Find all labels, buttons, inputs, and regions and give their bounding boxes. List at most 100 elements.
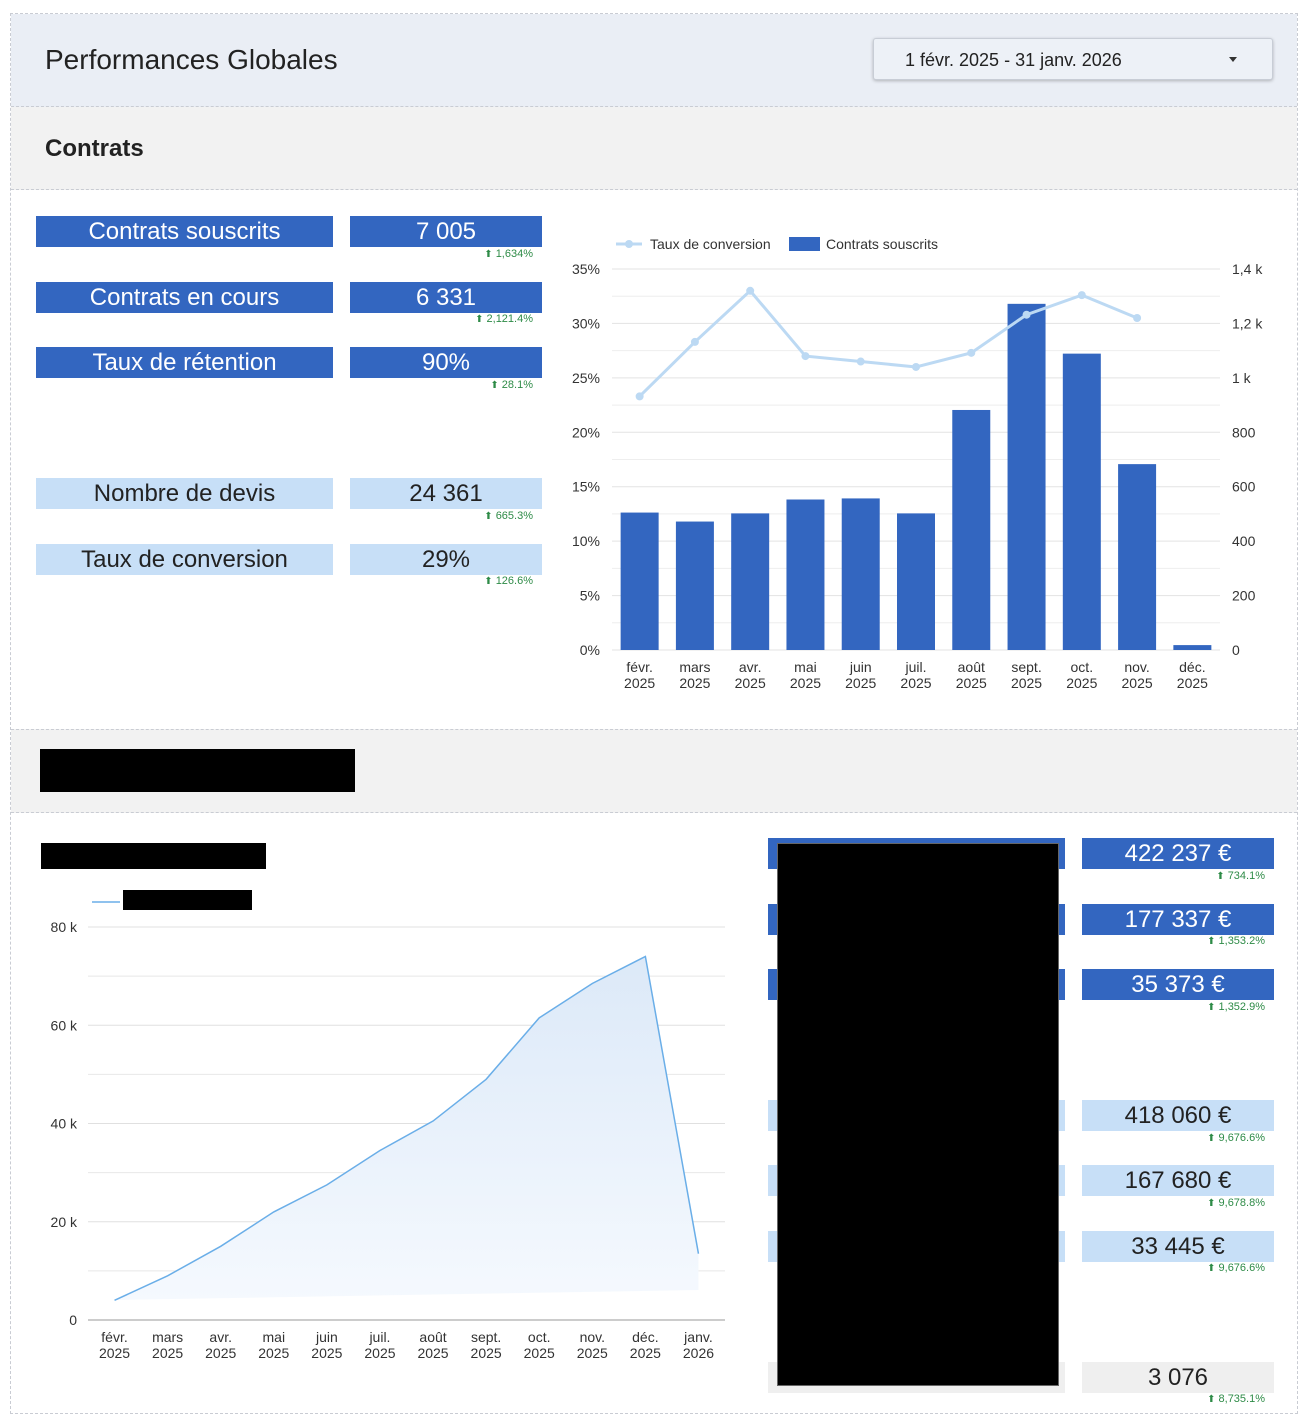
kpi-value: 35 373 €	[1082, 969, 1274, 1000]
conversion-line	[638, 288, 1138, 398]
x-tick-label: mars 2025	[152, 1329, 183, 1361]
kpi-value-contrats-en-cours: 6 331	[350, 282, 542, 313]
y-tick-label: 80 k	[51, 919, 78, 935]
delta-text: 28.1%	[501, 379, 533, 391]
trend-up-icon: ⬆	[1207, 936, 1216, 947]
kpi-delta-taux-retention: ⬆ 28.1%	[350, 379, 533, 391]
x-tick-label: juil. 2025	[364, 1329, 395, 1361]
line-point	[856, 357, 865, 366]
legend-label: Contrats souscrits	[826, 236, 938, 252]
delta-text: 665.3%	[495, 510, 533, 522]
y-right-tick-label: 1,4 k	[1232, 261, 1263, 277]
x-tick-label: déc. 2025	[630, 1329, 661, 1361]
y-left-tick-label: 30%	[572, 315, 600, 331]
redacted-section-title	[40, 749, 355, 792]
y-left-tick-label: 15%	[572, 479, 600, 495]
y-left-tick-label: 5%	[580, 588, 600, 604]
kpi-label-nombre-devis: Nombre de devis	[36, 478, 333, 509]
line-point	[1077, 291, 1086, 300]
kpi-value-taux-conversion: 29%	[350, 544, 542, 575]
kpi-value: 177 337 €	[1082, 904, 1274, 935]
trend-up-icon: ⬆	[490, 380, 499, 391]
kpi-value: 167 680 €	[1082, 1165, 1274, 1196]
kpi-value-nombre-devis: 24 361	[350, 478, 542, 509]
x-tick-label: oct. 2025	[524, 1329, 555, 1361]
trend-up-icon: ⬆	[1207, 1198, 1216, 1209]
kpi-delta: ⬆ 734.1%	[1082, 870, 1265, 882]
x-tick-label: avr. 2025	[735, 659, 766, 691]
x-tick-label: sept. 2025	[471, 1329, 502, 1361]
kpi-label-taux-retention: Taux de rétention	[36, 347, 333, 378]
bar	[1173, 645, 1212, 650]
kpi-delta: ⬆ 9,676.6%	[1082, 1262, 1265, 1274]
delta-text: 126.6%	[495, 575, 533, 587]
area-fill	[114, 956, 699, 1301]
y-right-tick-label: 600	[1232, 479, 1256, 495]
x-tick-label: nov. 2025	[1122, 659, 1153, 691]
bar	[1062, 353, 1101, 650]
y-left-tick-label: 10%	[572, 533, 600, 549]
x-tick-label: oct. 2025	[1066, 659, 1097, 691]
kpi-delta: ⬆ 9,676.6%	[1082, 1132, 1265, 1144]
y-right-tick-label: 0	[1232, 642, 1240, 658]
y-tick-label: 0	[69, 1312, 77, 1328]
x-tick-label: sept. 2025	[1011, 659, 1042, 691]
kpi-delta-contrats-en-cours: ⬆ 2,121.4%	[350, 313, 533, 325]
y-left-tick-label: 35%	[572, 261, 600, 277]
trend-up-icon: ⬆	[484, 576, 493, 587]
date-range-dropdown[interactable]: 1 févr. 2025 - 31 janv. 2026	[873, 38, 1273, 80]
x-tick-label: mars 2025	[679, 659, 710, 691]
y-right-tick-label: 200	[1232, 588, 1256, 604]
x-tick-label: févr. 2025	[624, 659, 655, 691]
kpi-delta: ⬆ 1,352.9%	[1082, 1001, 1265, 1013]
section-header-redacted	[11, 729, 1297, 813]
legend-bar-swatch	[789, 237, 820, 251]
trend-up-icon: ⬆	[1207, 1394, 1216, 1405]
y-left-tick-label: 25%	[572, 370, 600, 386]
redacted-kpi-labels	[777, 843, 1059, 1386]
delta-text: 1,352.9%	[1218, 1001, 1265, 1013]
trend-up-icon: ⬆	[1207, 1133, 1216, 1144]
x-tick-label: nov. 2025	[577, 1329, 608, 1361]
kpi-delta: ⬆ 9,678.8%	[1082, 1197, 1265, 1209]
y-right-tick-label: 1 k	[1232, 370, 1252, 386]
y-right-tick-label: 400	[1232, 533, 1256, 549]
line-point	[801, 352, 810, 361]
line-point	[967, 348, 976, 357]
y-right-tick-label: 800	[1232, 424, 1256, 440]
kpi-value: 33 445 €	[1082, 1231, 1274, 1262]
line-point	[635, 392, 644, 401]
x-tick-label: févr. 2025	[99, 1329, 130, 1361]
contrats-combo-chart: Taux de conversion Contrats souscrits 0% 0 5…	[572, 236, 1263, 691]
bar	[897, 513, 935, 650]
x-tick-label: juin 2025	[845, 659, 876, 691]
dashboard-header: Performances Globales 1 févr. 2025 - 31 …	[11, 14, 1297, 107]
bar	[841, 498, 880, 650]
delta-text: 1,634%	[495, 248, 533, 260]
kpi-value: 3 076	[1082, 1362, 1274, 1393]
section-header-contrats: Contrats	[11, 107, 1297, 190]
page-title: Performances Globales	[45, 44, 338, 75]
kpi-delta-taux-conversion: ⬆ 126.6%	[350, 575, 533, 587]
delta-text: 8,735.1%	[1218, 1393, 1265, 1405]
x-tick-label: avr. 2025	[205, 1329, 236, 1361]
legend-line-marker	[625, 240, 633, 248]
section-title-contrats: Contrats	[45, 135, 144, 162]
y-left-tick-label: 20%	[572, 424, 600, 440]
delta-text: 9,676.6%	[1218, 1262, 1265, 1274]
area-chart: 0 20 k 40 k 60 k 80 k févr. 2025 mars 2025 avr. 20…	[51, 890, 725, 1361]
bar	[1007, 303, 1046, 650]
x-tick-label: déc. 2025	[1177, 659, 1208, 691]
trend-up-icon: ⬆	[484, 511, 493, 522]
trend-up-icon: ⬆	[475, 314, 484, 325]
line-point	[690, 337, 699, 346]
redacted-chart-title	[41, 843, 266, 869]
kpi-delta: ⬆ 8,735.1%	[1082, 1393, 1265, 1405]
kpi-value: 422 237 €	[1082, 838, 1274, 869]
bar	[952, 409, 991, 650]
x-tick-label: août 2025	[956, 659, 987, 691]
kpi-value: 418 060 €	[1082, 1100, 1274, 1131]
kpi-delta-contrats-souscrits: ⬆ 1,634%	[350, 248, 533, 260]
bar	[620, 512, 659, 650]
y-left-tick-label: 0%	[580, 642, 600, 658]
